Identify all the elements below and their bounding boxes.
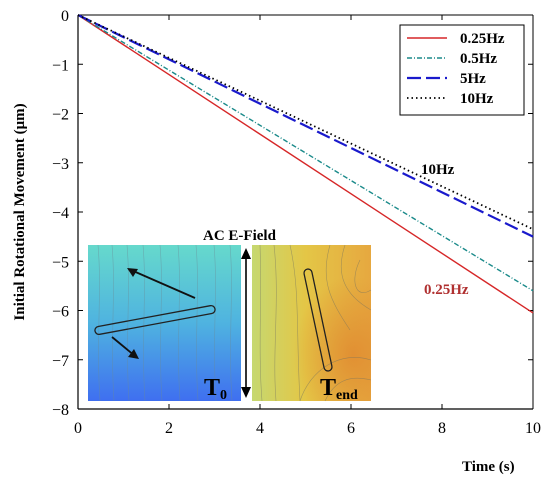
- field-label: AC E-Field: [203, 228, 277, 244]
- series-line-10hz: [77, 14, 534, 231]
- field-arrowhead-down: [241, 387, 251, 398]
- annotation-025hz: 0.25Hz: [424, 282, 469, 298]
- inset-arrowhead-down: [128, 349, 139, 359]
- legend-label-10hz: 10Hz: [460, 91, 494, 107]
- y-tick-label: −6: [52, 304, 69, 321]
- legend-label-5hz: 5Hz: [460, 71, 486, 87]
- legend-label-0-5hz: 0.5Hz: [460, 51, 497, 67]
- x-tick-label: 6: [347, 420, 355, 437]
- inset-left-field-lines: [97, 244, 233, 402]
- x-tick-label: 8: [438, 420, 446, 437]
- x-axis-title: Time (s): [462, 459, 515, 475]
- annotation-10hz: 10Hz: [421, 162, 455, 178]
- y-tick-label: −1: [52, 57, 69, 74]
- legend-box: [399, 24, 525, 116]
- y-tick-label: −2: [52, 107, 69, 124]
- legend-label-0-25hz: 0.25Hz: [460, 31, 505, 47]
- inset-right-label: Tend: [320, 375, 358, 403]
- x-tick-label: 10: [525, 420, 541, 437]
- x-tick-label: 0: [74, 420, 82, 437]
- inset-left-rod: [94, 304, 216, 336]
- inset-left-label: T0: [204, 375, 227, 403]
- y-tick-label: −4: [52, 205, 69, 222]
- field-arrowhead-up: [241, 248, 251, 259]
- x-tick-label: 2: [165, 420, 173, 437]
- inset-right-field-lines: [259, 244, 372, 402]
- y-tick-label: −7: [52, 353, 69, 370]
- series-line-0-25hz: [77, 14, 534, 314]
- y-tick-label: −3: [52, 156, 69, 173]
- x-tick-label: 4: [256, 420, 264, 437]
- plot-area: 0 2 4 6 8 10 0 −1 −2 −3 −4 −5 −6 −7 −8: [52, 8, 541, 437]
- inset-right-hotspot: [252, 245, 371, 401]
- y-axis-title: Initial Rotational Movement (μm): [12, 103, 28, 320]
- y-tick-label: −5: [52, 254, 69, 271]
- series-line-5hz: [77, 14, 534, 238]
- inset-arrow-up: [130, 269, 196, 299]
- y-tick-label: −8: [52, 402, 69, 419]
- inset-right-rod: [303, 268, 333, 372]
- inset-arrowhead-up: [127, 268, 138, 277]
- inset-field-illustration: T0 Tend AC E-Field: [88, 228, 372, 403]
- series-line-0-5hz: [77, 14, 534, 292]
- y-tick-label: 0: [61, 8, 69, 25]
- legend: 0.25Hz 0.5Hz 5Hz 10Hz: [399, 24, 525, 116]
